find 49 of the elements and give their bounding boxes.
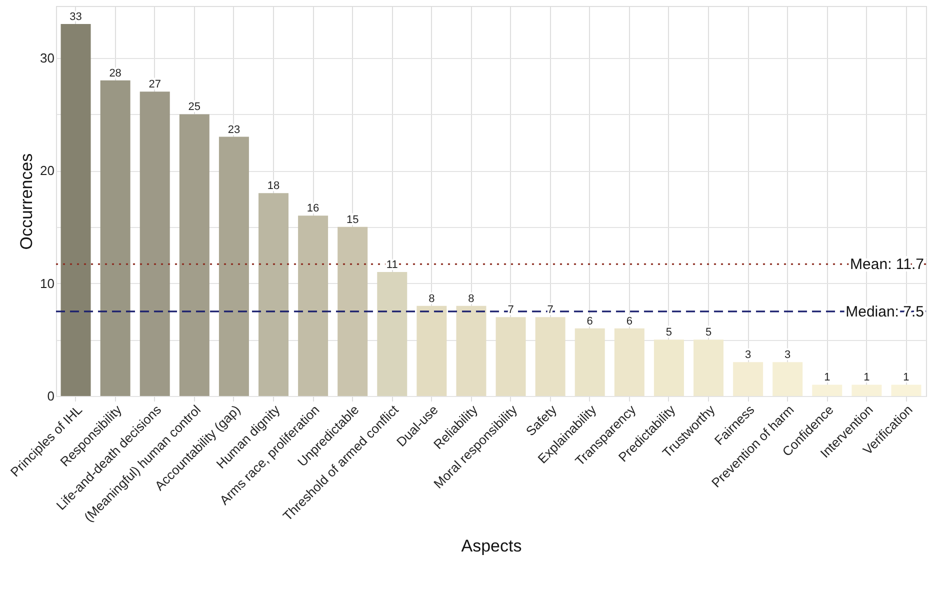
bar	[377, 272, 408, 396]
bar	[298, 216, 328, 396]
bar	[852, 384, 882, 396]
x-axis-title: Aspects	[461, 536, 522, 556]
data-label: 16	[306, 202, 320, 215]
data-label: 18	[267, 180, 280, 192]
data-label: 6	[626, 315, 632, 328]
y-tick-label: 20	[40, 163, 54, 178]
y-tick-label: 0	[47, 388, 54, 404]
bar	[456, 306, 486, 396]
data-label: 1	[864, 372, 870, 384]
y-tick-label: 30	[40, 50, 54, 66]
bar	[891, 384, 922, 396]
bar	[733, 362, 764, 396]
bar	[338, 226, 368, 396]
data-label: 33	[70, 11, 82, 24]
bar	[654, 340, 684, 396]
ref-line-label: Mean: 11.7	[850, 256, 924, 274]
data-label: 15	[346, 214, 359, 226]
bar	[574, 328, 605, 396]
bar	[535, 317, 566, 396]
data-label: 28	[109, 67, 122, 80]
bar	[694, 340, 724, 396]
bar	[179, 114, 210, 396]
bar	[416, 306, 447, 396]
data-label: 27	[148, 78, 161, 91]
bar	[100, 80, 130, 396]
data-label: 1	[903, 372, 910, 384]
data-label: 8	[468, 292, 474, 305]
y-tick-label: 10	[40, 276, 54, 291]
data-label: 11	[386, 259, 398, 272]
data-label: 1	[824, 372, 830, 384]
data-label: 8	[428, 292, 435, 305]
data-label: 23	[228, 124, 240, 136]
data-label: 25	[188, 101, 201, 114]
bar	[812, 384, 842, 396]
data-label: 5	[666, 326, 672, 339]
data-label: 5	[705, 326, 712, 339]
y-axis-title: Occurrences	[17, 153, 36, 250]
bar	[496, 317, 526, 396]
bar	[218, 136, 249, 396]
data-label: 3	[784, 349, 791, 362]
bar	[258, 193, 288, 396]
data-label: 3	[744, 349, 752, 362]
bar	[140, 92, 170, 396]
data-label: 6	[586, 315, 593, 328]
bar	[772, 362, 803, 396]
bar	[60, 24, 91, 396]
bar	[614, 328, 644, 396]
